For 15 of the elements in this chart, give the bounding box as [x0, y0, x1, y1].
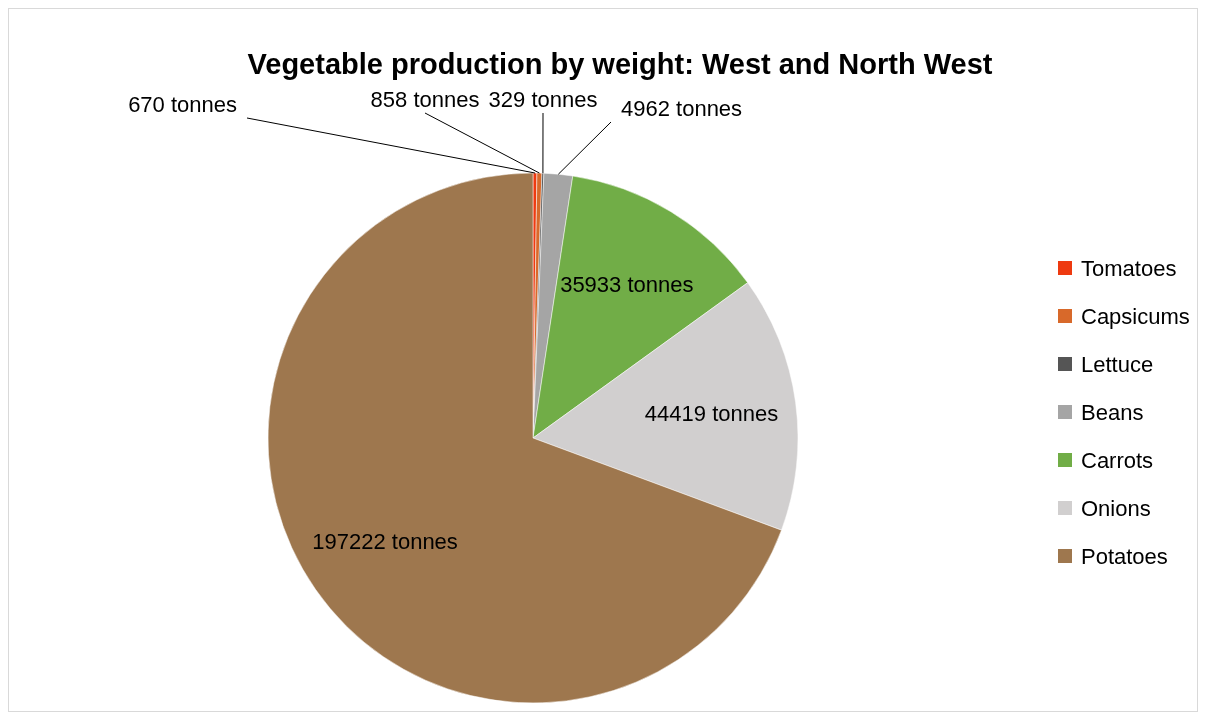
data-label: 670 tonnes — [128, 92, 237, 117]
data-label: 197222 tonnes — [312, 528, 458, 554]
legend-label: Tomatoes — [1081, 255, 1177, 281]
data-label: 4962 tonnes — [621, 96, 743, 121]
legend-label: Carrots — [1081, 447, 1154, 473]
legend-label: Potatoes — [1081, 543, 1168, 569]
data-label: 329 tonnes — [488, 87, 598, 112]
chart-title: Vegetable production by weight: West and North West — [247, 48, 993, 80]
data-label: 35933 tonnes — [560, 271, 694, 297]
legend-label: Beans — [1081, 399, 1144, 425]
legend-label: Lettuce — [1081, 351, 1154, 377]
legend-label: Onions — [1081, 495, 1151, 521]
data-label: 858 tonnes — [370, 87, 480, 112]
data-label: 44419 tonnes — [644, 401, 779, 427]
legend-label: Capsicums — [1081, 303, 1190, 329]
